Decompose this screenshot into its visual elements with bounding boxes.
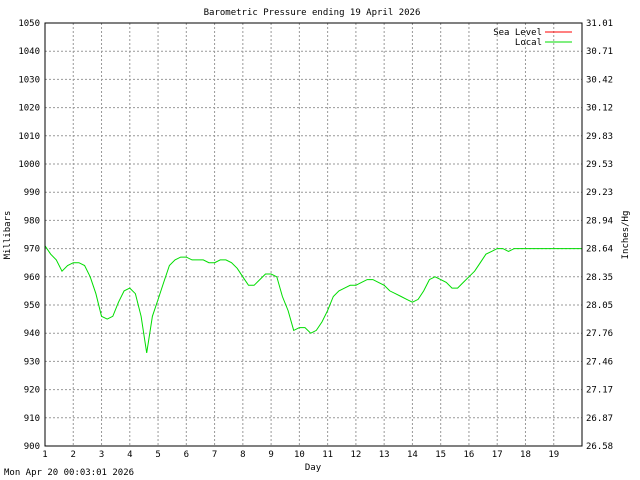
x-tick-label: 2 xyxy=(71,450,76,460)
y-tick-label: 920 xyxy=(24,386,40,396)
y2-tick-label: 28.64 xyxy=(586,245,613,255)
y-tick-label: 1010 xyxy=(18,132,40,142)
plot-border xyxy=(44,22,583,447)
y-tick-label: 950 xyxy=(24,301,40,311)
legend-label: Sea Level xyxy=(493,28,542,38)
y2-tick-label: 29.23 xyxy=(586,188,613,198)
x-tick-label: 16 xyxy=(464,450,475,460)
x-tick-label: 15 xyxy=(435,450,446,460)
y-tick-label: 980 xyxy=(24,216,40,226)
series-line-local xyxy=(44,245,582,353)
y-tick-label: 970 xyxy=(24,245,40,255)
y-tick-label: 900 xyxy=(24,442,40,452)
legend-label: Local xyxy=(515,38,542,48)
y-tick-label: 1030 xyxy=(18,75,40,85)
y2-tick-label: 31.01 xyxy=(586,19,613,29)
y-tick-label: 990 xyxy=(24,188,40,198)
x-tick-label: 1 xyxy=(42,450,47,460)
y-tick-label: 960 xyxy=(24,273,40,283)
x-tick-label: 12 xyxy=(350,450,361,460)
y2-tick-label: 28.94 xyxy=(586,216,613,226)
x-tick-label: 14 xyxy=(407,450,418,460)
y2-tick-label: 28.35 xyxy=(586,273,613,283)
x-tick-label: 10 xyxy=(294,450,305,460)
y2-tick-label: 27.46 xyxy=(586,357,613,367)
y-tick-label: 910 xyxy=(24,414,40,424)
y2-axis-label: Inches/Hg xyxy=(621,211,631,260)
x-tick-label: 6 xyxy=(184,450,189,460)
y2-tick-label: 28.05 xyxy=(586,301,613,311)
chart-title: Barometric Pressure ending 19 April 2026 xyxy=(204,8,421,18)
y2-tick-label: 29.83 xyxy=(586,132,613,142)
y2-tick-label: 27.17 xyxy=(586,386,613,396)
y2-tick-label: 26.58 xyxy=(586,442,613,452)
y2-tick-label: 30.42 xyxy=(586,75,613,85)
x-tick-label: 18 xyxy=(520,450,531,460)
x-tick-label: 13 xyxy=(379,450,390,460)
y2-tick-label: 30.71 xyxy=(586,47,613,57)
y-tick-label: 1000 xyxy=(18,160,40,170)
y-tick-label: 930 xyxy=(24,357,40,367)
series-lines xyxy=(44,245,582,353)
y-tick-label: 1020 xyxy=(18,104,40,114)
x-tick-label: 19 xyxy=(548,450,559,460)
x-tick-label: 9 xyxy=(268,450,273,460)
y-tick-label: 1050 xyxy=(18,19,40,29)
x-tick-label: 5 xyxy=(155,450,160,460)
y-tick-label: 940 xyxy=(24,329,40,339)
x-tick-label: 11 xyxy=(322,450,333,460)
x-axis-label: Day xyxy=(305,463,322,473)
x-tick-label: 17 xyxy=(492,450,503,460)
y-tick-label: 1040 xyxy=(18,47,40,57)
y2-tick-label: 27.76 xyxy=(586,329,613,339)
y2-tick-label: 30.12 xyxy=(586,104,613,114)
y2-tick-label: 26.87 xyxy=(586,414,613,424)
x-tick-label: 4 xyxy=(127,450,132,460)
grid xyxy=(45,23,582,446)
y-axis-label: Millibars xyxy=(3,211,13,260)
x-tick-label: 3 xyxy=(99,450,104,460)
y2-tick-label: 29.53 xyxy=(586,160,613,170)
x-tick-label: 7 xyxy=(212,450,217,460)
x-tick-label: 8 xyxy=(240,450,245,460)
timestamp-footer: Mon Apr 20 00:03:01 2026 xyxy=(4,468,135,478)
